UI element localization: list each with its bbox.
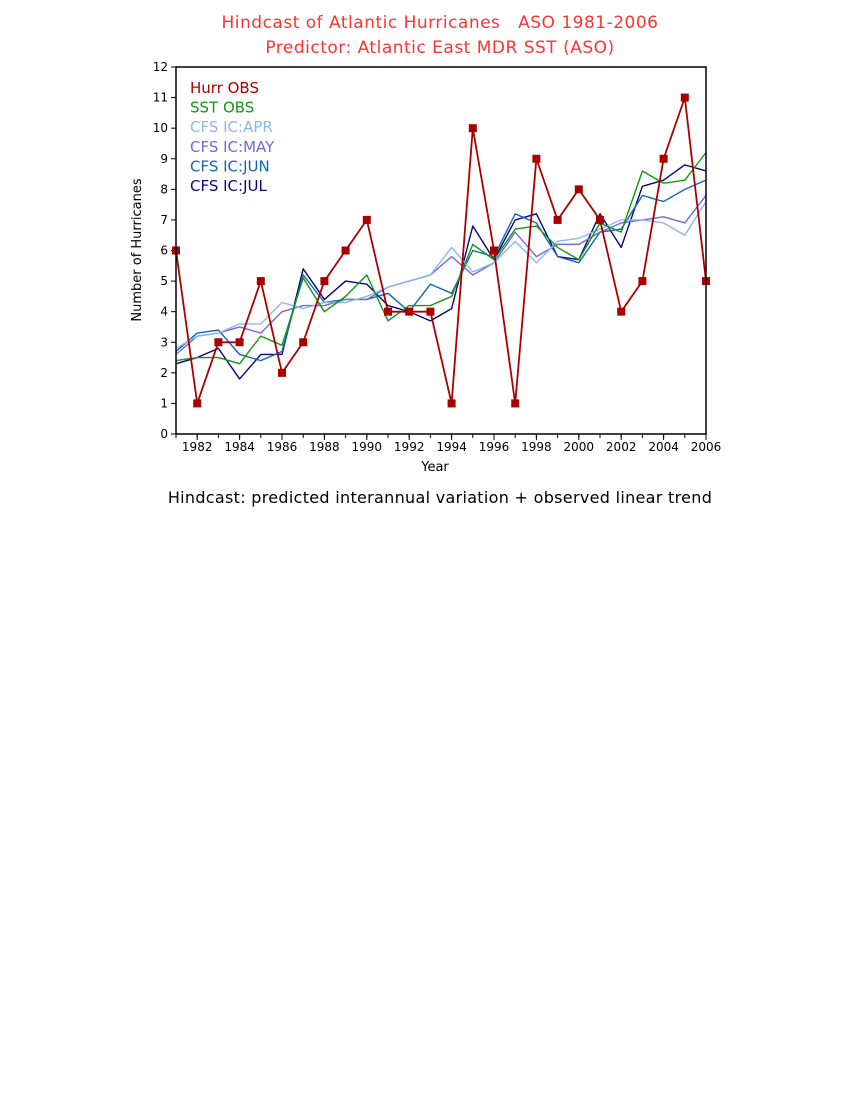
legend-entry: CFS IC:JUN <box>190 157 270 175</box>
x-tick-label: 1982 <box>182 440 213 454</box>
series-line-cfs-ic-may <box>175 195 707 356</box>
data-point-hurr-obs <box>320 277 329 286</box>
data-point-hurr-obs <box>659 154 668 163</box>
x-tick-label: 1984 <box>224 440 255 454</box>
x-axis: 1982 1984 1986 1988 1990 1992 1994 1996 1998 2000… <box>175 434 722 454</box>
data-point-hurr-obs <box>617 307 626 316</box>
data-point-hurr-obs <box>638 277 647 286</box>
y-tick-label: 0 <box>160 427 168 441</box>
series-line-cfs-ic-jul <box>175 164 707 380</box>
x-tick-label: 1992 <box>394 440 425 454</box>
data-point-hurr-obs <box>532 154 541 163</box>
y-tick-label: 8 <box>160 182 168 196</box>
series-group <box>172 93 710 408</box>
y-tick-label: 12 <box>153 60 168 74</box>
x-tick-label: 1996 <box>479 440 510 454</box>
legend-entry: CFS IC:MAY <box>190 138 275 156</box>
x-tick-label: 2000 <box>564 440 595 454</box>
x-axis-label: Year <box>420 460 449 475</box>
y-tick-label: 10 <box>153 121 168 135</box>
y-tick-label: 9 <box>160 152 168 166</box>
data-point-hurr-obs <box>490 246 498 255</box>
plot-frame <box>175 66 707 435</box>
data-point-hurr-obs <box>256 277 265 286</box>
y-tick-label: 1 <box>160 396 168 410</box>
legend-entry: CFS IC:APR <box>190 118 273 136</box>
y-tick-label: 7 <box>160 213 168 227</box>
x-tick-label: 1988 <box>309 440 340 454</box>
data-point-hurr-obs <box>680 93 689 102</box>
y-tick-label: 2 <box>160 366 168 380</box>
data-point-hurr-obs <box>426 307 435 316</box>
legend-entry: SST OBS <box>190 99 254 117</box>
data-point-hurr-obs <box>596 215 604 224</box>
x-tick-label: 1994 <box>436 440 467 454</box>
chart-caption: Hindcast: predicted interannual variatio… <box>168 488 712 507</box>
y-tick-label: 5 <box>160 274 168 288</box>
data-point-hurr-obs <box>405 307 414 316</box>
y-tick-label: 6 <box>160 244 168 258</box>
y-tick-label: 3 <box>160 335 168 349</box>
legend-entry: CFS IC:JUL <box>190 177 267 195</box>
x-tick-label: 2002 <box>606 440 637 454</box>
series-line-cfs-ic-apr <box>175 201 707 349</box>
chart-title: Hindcast of Atlantic Hurricanes ASO 1981… <box>222 13 659 33</box>
data-point-hurr-obs <box>574 185 583 194</box>
data-point-hurr-obs <box>278 368 286 377</box>
x-tick-label: 1986 <box>267 440 298 454</box>
data-point-hurr-obs <box>235 338 244 347</box>
x-tick-label: 2004 <box>648 440 679 454</box>
data-point-hurr-obs <box>553 215 562 224</box>
series-line-cfs-ic-jun <box>175 179 707 362</box>
data-point-hurr-obs <box>362 215 371 224</box>
x-tick-label: 1990 <box>352 440 383 454</box>
x-tick-label: 2006 <box>691 440 722 454</box>
data-point-hurr-obs <box>511 399 520 408</box>
data-point-hurr-obs <box>193 399 202 408</box>
y-axis-label: Number of Hurricanes <box>130 178 145 321</box>
y-tick-label: 11 <box>153 91 168 105</box>
data-point-hurr-obs <box>384 307 392 316</box>
series-line-sst-obs <box>175 152 707 365</box>
legend-entry: Hurr OBS <box>190 79 259 97</box>
data-point-hurr-obs <box>447 399 456 408</box>
data-point-hurr-obs <box>341 246 350 255</box>
x-tick-label: 1998 <box>521 440 552 454</box>
series-line-hurr-obs <box>175 96 707 405</box>
chart-subtitle: Predictor: Atlantic East MDR SST (ASO) <box>265 38 614 58</box>
data-point-hurr-obs <box>468 124 477 133</box>
y-tick-label: 4 <box>160 305 168 319</box>
data-point-hurr-obs <box>299 338 308 347</box>
data-point-hurr-obs <box>214 338 223 347</box>
